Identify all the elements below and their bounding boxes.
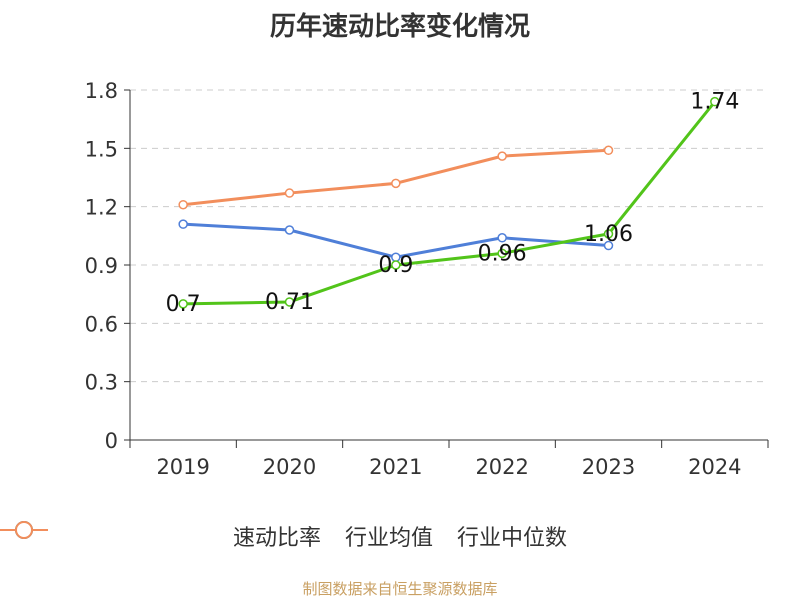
data-point xyxy=(710,96,720,107)
data-point xyxy=(603,240,614,251)
x-tick-label: 2021 xyxy=(369,455,422,479)
data-point xyxy=(497,151,507,161)
data-point xyxy=(391,178,401,189)
data-point xyxy=(178,299,188,309)
legend-swatch-icon xyxy=(0,521,48,539)
data-point xyxy=(178,219,188,229)
legend-label: 行业中位数 xyxy=(457,526,568,551)
chart-title: 历年速动比率变化情况 xyxy=(269,12,530,42)
legend-item-industry-median[interactable]: 行业中位数 xyxy=(0,520,568,552)
data-label: 1.74 xyxy=(690,90,739,115)
data-point xyxy=(603,145,614,156)
data-label: 1.06 xyxy=(584,222,633,247)
y-tick-label: 0.9 xyxy=(85,254,118,278)
x-tick-label: 2022 xyxy=(475,455,528,479)
y-tick-label: 1.8 xyxy=(85,79,118,103)
source-note: 制图数据来自恒生聚源数据库 xyxy=(302,580,498,598)
x-tick-label: 2020 xyxy=(263,455,316,479)
data-label: 0.7 xyxy=(166,292,201,317)
data-point xyxy=(284,188,295,198)
legend-item-quick-ratio[interactable]: 速动比率 xyxy=(0,520,321,552)
legend-item-industry-mean[interactable]: 行业均值 xyxy=(0,520,433,552)
legend-label: 行业均值 xyxy=(344,526,433,551)
data-point xyxy=(178,199,188,210)
series-line xyxy=(183,100,717,306)
data-label: 0.9 xyxy=(378,253,413,278)
y-tick-label: 0.3 xyxy=(85,371,118,395)
data-label: 0.71 xyxy=(265,290,314,315)
x-tick-label: 2024 xyxy=(688,455,741,479)
series-line xyxy=(183,148,609,207)
y-tick-label: 1.2 xyxy=(85,196,118,220)
x-tick-label: 2019 xyxy=(156,455,209,479)
y-tick-label: 0 xyxy=(105,429,118,453)
data-point xyxy=(497,233,507,243)
y-tick-label: 0.6 xyxy=(85,312,118,336)
data-point xyxy=(284,225,295,235)
y-tick-label: 1.5 xyxy=(85,137,118,161)
data-point xyxy=(284,297,295,307)
data-point xyxy=(497,248,507,259)
legend-label: 速动比率 xyxy=(232,526,321,551)
data-point xyxy=(391,260,401,270)
data-label: 0.96 xyxy=(478,241,527,266)
x-tick-label: 2023 xyxy=(582,455,635,479)
legend: 速动比率 行业均值 行业中位数 xyxy=(0,520,800,552)
data-point xyxy=(603,229,614,239)
